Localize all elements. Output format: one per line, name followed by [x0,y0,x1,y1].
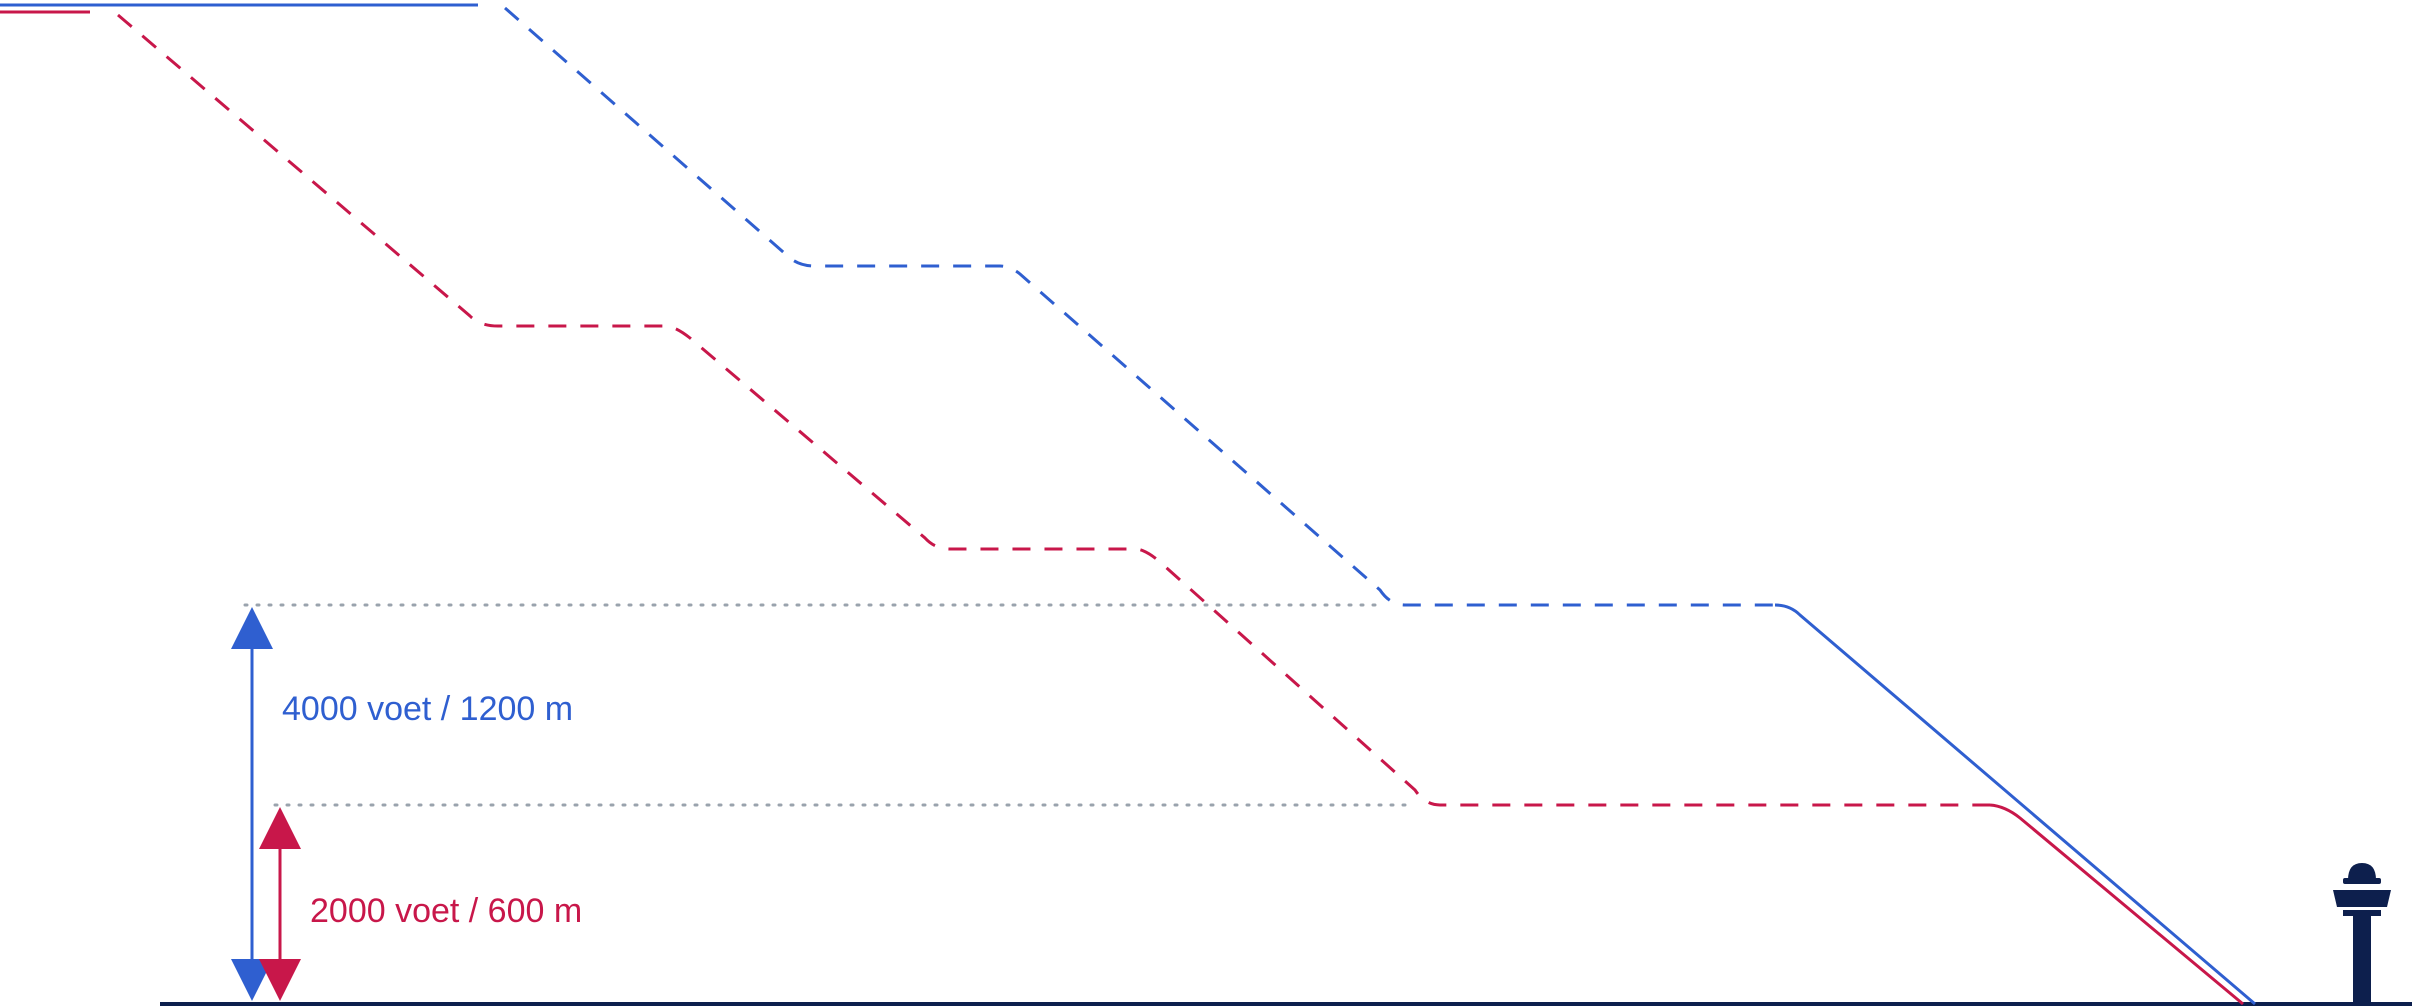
control-tower-icon [2333,863,2391,1002]
blue-final-approach [1774,603,2256,1006]
red-stepped-descent [117,13,1990,807]
blue-stepped-descent [504,6,1775,607]
red-final-approach [1989,803,2244,1006]
label-2000-voet: 2000 voet / 600 m [310,892,582,930]
label-4000-voet: 4000 voet / 1200 m [282,690,573,728]
